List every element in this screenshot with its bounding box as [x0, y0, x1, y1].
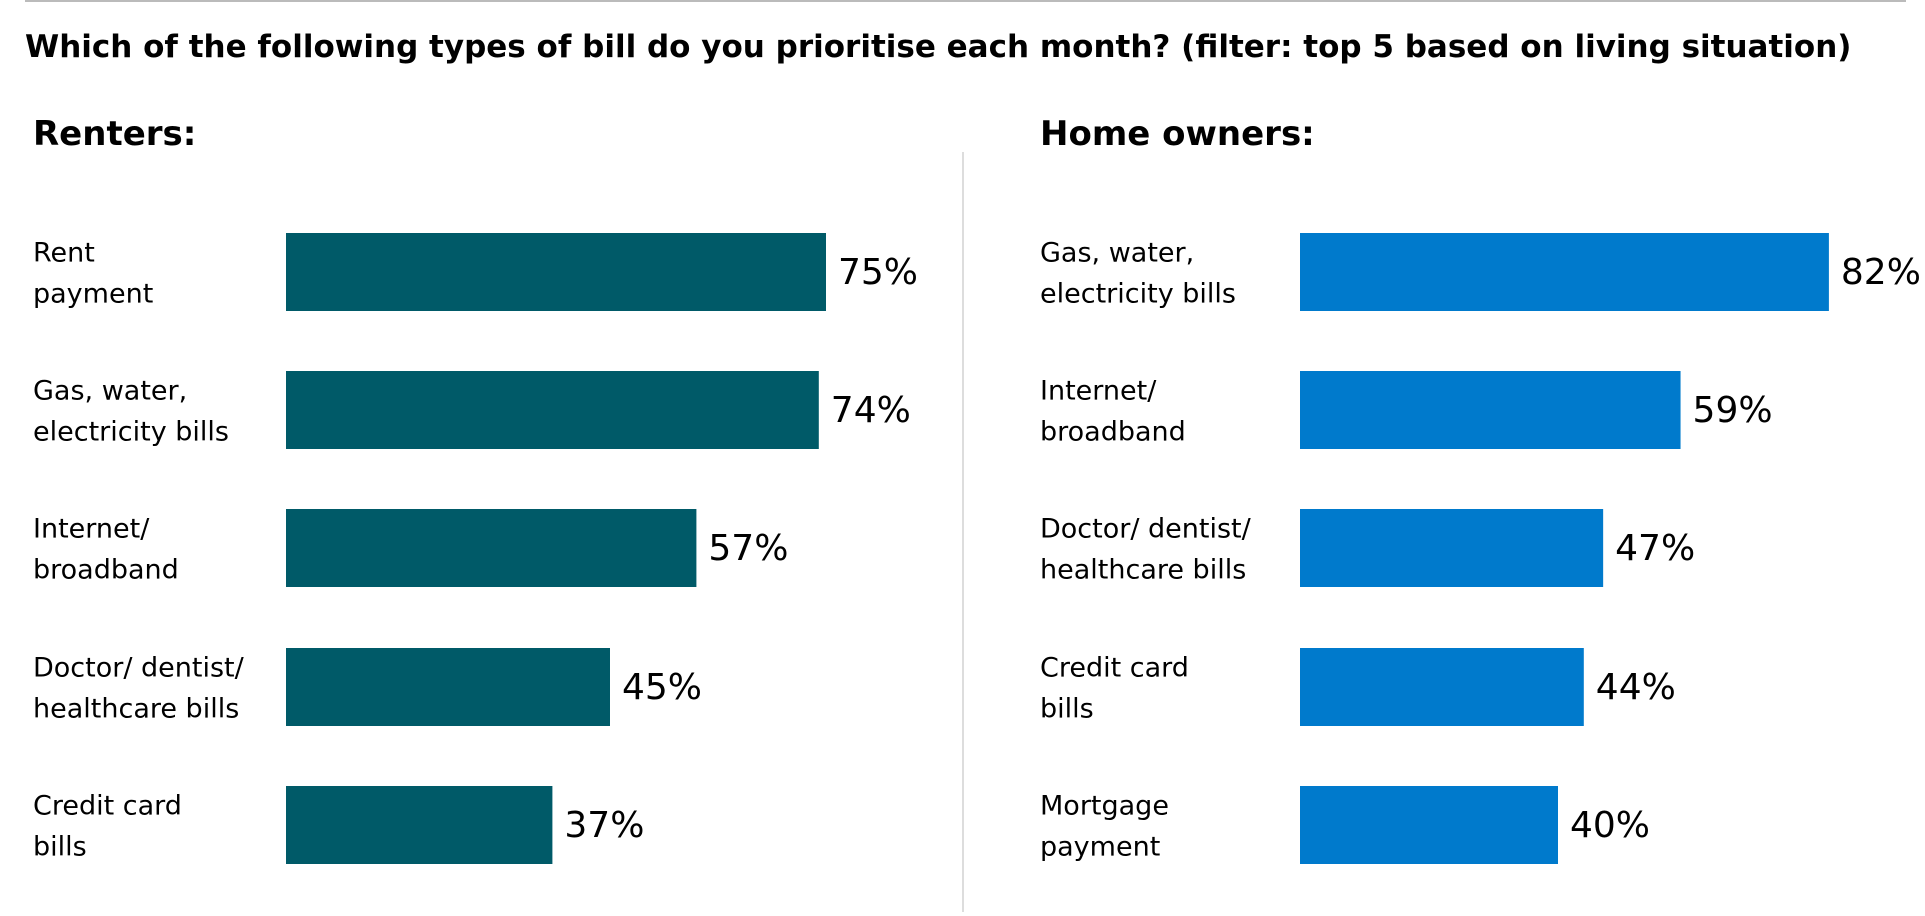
bar [286, 233, 826, 311]
category-label: Credit card bills [33, 791, 182, 863]
value-label: 75% [838, 252, 918, 293]
panel-title: Home owners: [1040, 114, 1315, 154]
value-label: 57% [708, 528, 788, 569]
value-label: 74% [831, 390, 911, 431]
value-label: 44% [1596, 667, 1676, 708]
category-label: Internet/broadband [1040, 376, 1186, 448]
bar [1300, 509, 1604, 587]
category-label: Mortgage payment [1040, 791, 1169, 863]
bar [286, 371, 819, 449]
panel-title: Renters: [33, 114, 196, 154]
category-label: Rent payment [33, 238, 153, 310]
category-label: Doctor/ dentist/healthcare bills [33, 653, 245, 725]
category-label: Gas, water, electricity bills [1040, 238, 1236, 310]
bar [286, 786, 553, 864]
value-label: 40% [1570, 805, 1650, 846]
value-label: 82% [1841, 252, 1921, 293]
category-label: Credit card bills [1040, 653, 1189, 725]
bar [1300, 233, 1829, 311]
bar [1300, 648, 1584, 726]
value-label: 59% [1693, 390, 1773, 431]
value-label: 37% [564, 805, 644, 846]
bar [1300, 371, 1681, 449]
page-title: Which of the following types of bill do … [25, 29, 1851, 65]
bar [286, 648, 610, 726]
category-label: Internet/broadband [33, 514, 179, 586]
bar [1300, 786, 1558, 864]
category-label: Doctor/ dentist/healthcare bills [1040, 514, 1252, 586]
value-label: 45% [622, 667, 702, 708]
category-label: Gas, water, electricity bills [33, 376, 229, 448]
value-label: 47% [1615, 528, 1695, 569]
bar [286, 509, 697, 587]
